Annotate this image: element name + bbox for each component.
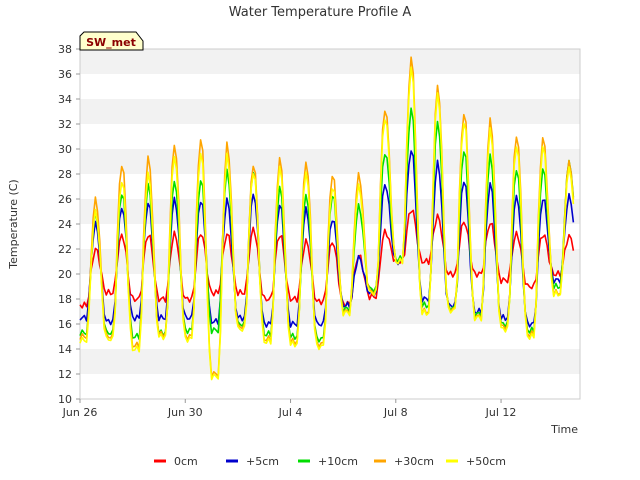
legend: 0cm +5cm +10cm +30cm +50cm bbox=[154, 455, 506, 468]
x-tick-label: Jul 8 bbox=[383, 406, 408, 419]
grid-band bbox=[80, 49, 580, 74]
y-tick-label: 14 bbox=[58, 343, 72, 356]
y-tick-label: 30 bbox=[58, 143, 72, 156]
legend-label: +50cm bbox=[466, 455, 506, 468]
legend-label: +5cm bbox=[246, 455, 279, 468]
y-tick-label: 26 bbox=[58, 193, 72, 206]
badge-text: SW_met bbox=[86, 36, 136, 49]
y-tick-label: 12 bbox=[58, 368, 72, 381]
x-axis-label: Time bbox=[550, 423, 578, 436]
grid-band bbox=[80, 149, 580, 174]
y-tick-label: 36 bbox=[58, 68, 72, 81]
series-line-50cm bbox=[79, 66, 575, 381]
x-tick-label: Jul 4 bbox=[278, 406, 303, 419]
badge-shape bbox=[79, 31, 144, 51]
grid-band bbox=[80, 99, 580, 124]
y-axis-label: Temperature (C) bbox=[7, 179, 20, 269]
legend-label: +30cm bbox=[394, 455, 434, 468]
y-tick-label: 32 bbox=[58, 118, 72, 131]
y-tick-label: 10 bbox=[58, 393, 72, 406]
grid-band bbox=[80, 299, 580, 324]
legend-label: 0cm bbox=[174, 455, 198, 468]
y-tick-label: 16 bbox=[58, 318, 72, 331]
y-tick-label: 22 bbox=[58, 243, 72, 256]
y-tick-label: 18 bbox=[58, 293, 72, 306]
y-tick-label: 38 bbox=[58, 43, 72, 56]
y-tick-label: 24 bbox=[58, 218, 72, 231]
grid-band bbox=[80, 349, 580, 374]
x-tick-label: Jun 30 bbox=[167, 406, 203, 419]
series-lines bbox=[79, 56, 575, 381]
x-tick-label: Jun 26 bbox=[62, 406, 98, 419]
x-axis-ticks: Jun 26 Jun 30 Jul 4 Jul 8 Jul 12 bbox=[62, 399, 517, 419]
legend-label: +10cm bbox=[318, 455, 358, 468]
x-tick-label: Jul 12 bbox=[485, 406, 517, 419]
y-tick-label: 20 bbox=[58, 268, 72, 281]
y-tick-label: 28 bbox=[58, 168, 72, 181]
chart-title: Water Temperature Profile A bbox=[229, 5, 412, 20]
y-tick-label: 34 bbox=[58, 93, 72, 106]
site-badge: SW_met bbox=[79, 31, 144, 51]
y-axis-ticks: 10 12 14 16 18 20 22 24 26 28 30 32 34 36 38 bbox=[58, 43, 80, 406]
